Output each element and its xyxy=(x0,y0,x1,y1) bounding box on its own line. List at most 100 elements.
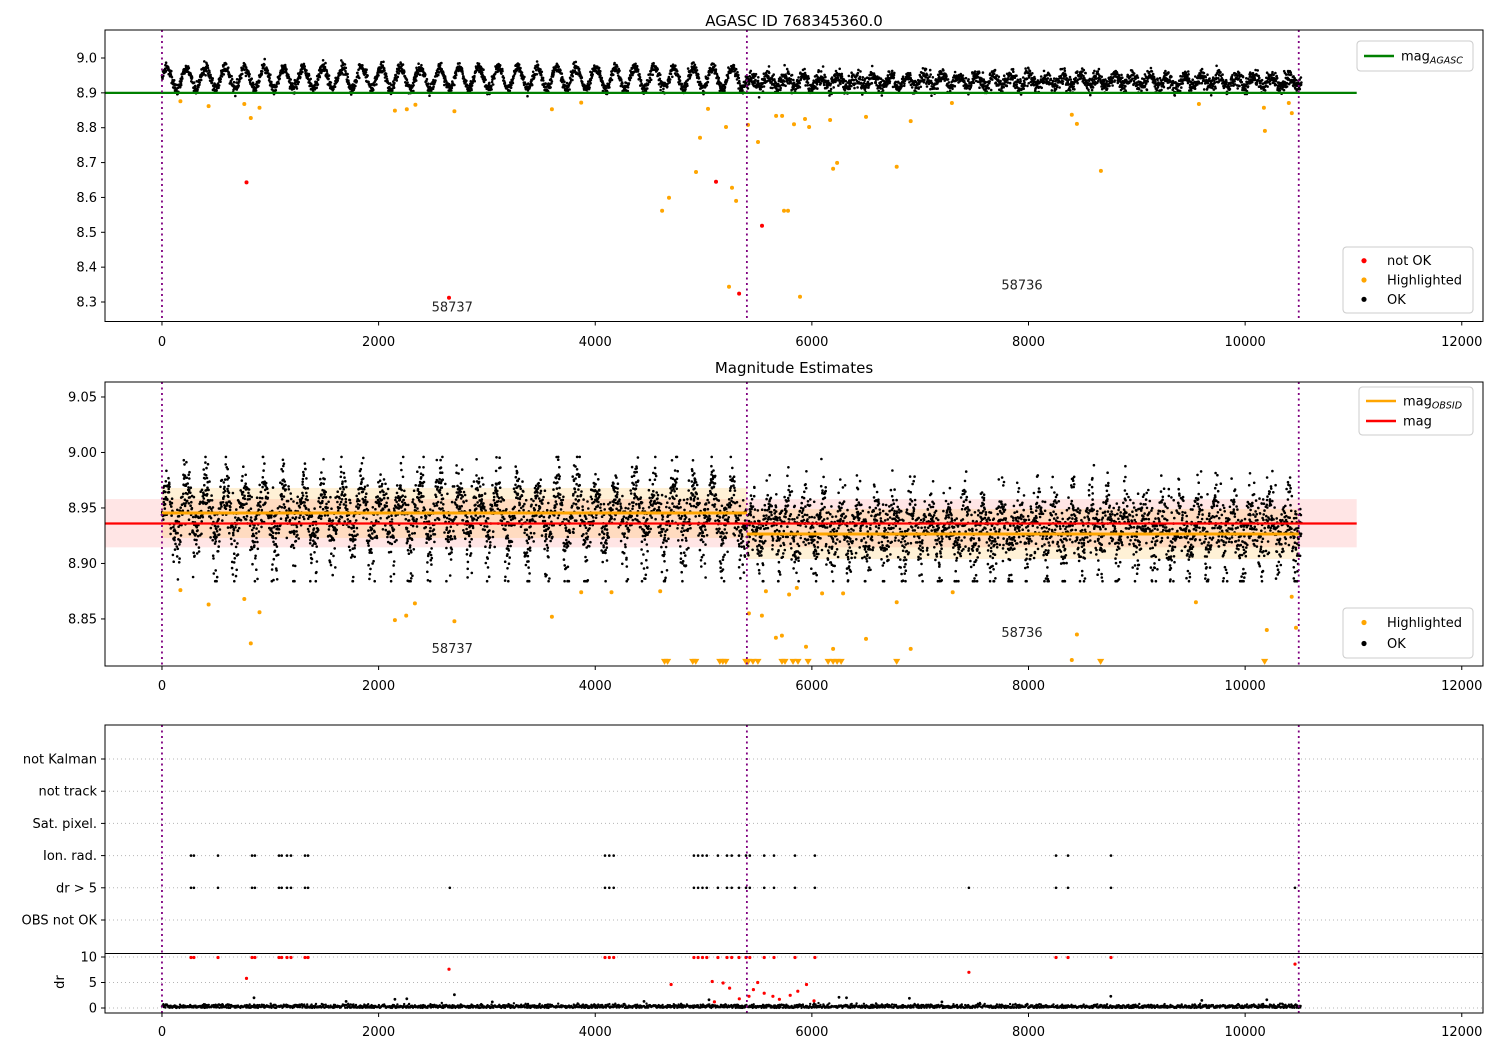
y-tick-label: 8.90 xyxy=(68,557,97,572)
axes-spines xyxy=(104,724,1484,1014)
top-chart-title: AGASC ID 768345360.0 xyxy=(705,12,883,30)
x-axis-ticks: 0 2000 4000 6000 8000 10000 12000 xyxy=(158,1013,1482,1040)
x-tick-label: 6000 xyxy=(795,335,828,350)
flag-category-label: not track xyxy=(38,785,97,800)
x-tick-label: 10000 xyxy=(1224,679,1265,694)
legend-label: magOBSID xyxy=(1403,395,1462,412)
x-tick-label: 0 xyxy=(158,1025,166,1040)
dr-spike-scatter xyxy=(252,993,1269,1004)
grid-lines xyxy=(105,758,1483,1009)
obsid-annotation: 58736 xyxy=(1001,626,1042,641)
legend-label: OK xyxy=(1387,637,1406,652)
x-axis-ticks: 0 2000 4000 6000 8000 10000 12000 xyxy=(158,666,1482,694)
x-tick-label: 0 xyxy=(158,679,166,694)
ok-scatter-1 xyxy=(160,57,749,98)
legend-marker-sample xyxy=(1361,277,1367,283)
x-tick-label: 10000 xyxy=(1224,1025,1265,1040)
down-triangle-marker xyxy=(837,658,845,665)
down-triangle-marker xyxy=(824,658,832,665)
x-tick-label: 6000 xyxy=(795,1025,828,1040)
dr-axis-label: dr xyxy=(53,975,68,989)
legend-label: Highlighted xyxy=(1387,274,1462,289)
y-axis-ticks: 9.05 9.00 8.95 8.90 8.85 xyxy=(68,390,105,627)
top-chart: 58737 58736 0 2000 4000 6000 8000 10000 12000 9.0… xyxy=(76,29,1484,350)
down-triangle-marker xyxy=(1097,658,1105,665)
legend-marker-sample xyxy=(1361,619,1367,626)
legend-marker-sample xyxy=(1361,640,1367,647)
legend-label: OK xyxy=(1387,293,1406,308)
legend-box xyxy=(1356,40,1474,72)
legend: magOBSID mag xyxy=(1358,386,1474,436)
flag-category-label: Sat. pixel. xyxy=(33,817,97,832)
x-axis-ticks: 0 2000 4000 6000 8000 10000 12000 xyxy=(158,321,1482,350)
legend-label: magAGASC xyxy=(1401,50,1463,67)
y-tick-label: 8.95 xyxy=(68,501,97,516)
y-tick-label: 8.7 xyxy=(76,156,97,171)
y-tick-label: 8.4 xyxy=(76,261,97,276)
legend-box xyxy=(1342,607,1474,659)
y-axis-ticks: not Kalman not track Sat. pixel. Ion. rad. d… xyxy=(22,753,105,1017)
highlighted-scatter xyxy=(178,585,1299,662)
y-tick-label: 8.85 xyxy=(68,612,97,627)
y-tick-label: 8.6 xyxy=(76,191,97,206)
legend-label: not OK xyxy=(1387,254,1432,269)
obsid-annotation: 58736 xyxy=(1001,278,1042,293)
x-tick-label: 12000 xyxy=(1441,1025,1482,1040)
x-tick-label: 12000 xyxy=(1441,679,1482,694)
down-triangle-marker xyxy=(722,658,730,665)
x-tick-label: 2000 xyxy=(362,679,395,694)
legend-marker-sample xyxy=(1361,296,1367,302)
x-tick-label: 2000 xyxy=(362,1025,395,1040)
middle-chart-title: Magnitude Estimates xyxy=(714,359,874,377)
y-tick-label: 8.5 xyxy=(76,226,97,241)
y-tick-label: 9.0 xyxy=(76,51,97,66)
obsid-annotation: 58737 xyxy=(432,300,473,315)
x-tick-label: 8000 xyxy=(1012,1025,1045,1040)
x-tick-label: 6000 xyxy=(795,679,828,694)
flag-category-label: OBS not OK xyxy=(22,914,98,929)
legend: not OK Highlighted OK xyxy=(1342,246,1474,314)
x-tick-label: 10000 xyxy=(1224,335,1265,350)
legend-label: mag xyxy=(1403,415,1432,430)
x-tick-label: 8000 xyxy=(1012,335,1045,350)
y-tick-label: 8.8 xyxy=(76,121,97,136)
x-tick-label: 4000 xyxy=(579,335,612,350)
x-tick-label: 12000 xyxy=(1441,335,1482,350)
below-range-markers xyxy=(660,658,1269,665)
obsid-annotation: 58737 xyxy=(432,642,473,657)
legend-box xyxy=(1358,386,1474,436)
legend-label: Highlighted xyxy=(1387,616,1462,631)
dr-baseline-scatter xyxy=(160,1001,1302,1010)
axes-spines xyxy=(104,29,1484,322)
legend: Highlighted OK xyxy=(1342,607,1474,659)
flag-category-label: dr > 5 xyxy=(56,881,97,896)
axes-spines xyxy=(104,381,1484,667)
down-triangle-marker xyxy=(663,658,672,665)
x-tick-label: 4000 xyxy=(579,1025,612,1040)
y-tick-label: 8.9 xyxy=(76,86,97,101)
not-ok-scatter xyxy=(244,179,765,300)
down-triangle-marker xyxy=(749,658,757,665)
y-axis-ticks: 9.0 8.9 8.8 8.7 8.6 8.5 8.4 8.3 xyxy=(76,51,105,311)
down-triangle-marker xyxy=(692,658,700,665)
legend-marker-sample xyxy=(1361,258,1367,264)
x-tick-label: 8000 xyxy=(1012,679,1045,694)
dr-not-ok-scatter xyxy=(244,962,1297,1004)
dr-tick-label: 5 xyxy=(89,976,97,991)
down-triangle-marker xyxy=(893,658,901,665)
y-tick-label: 9.00 xyxy=(68,446,97,461)
down-triangle-marker xyxy=(744,658,752,665)
legend: magAGASC xyxy=(1356,40,1474,72)
flag-category-label: not Kalman xyxy=(23,753,97,768)
flag-category-label: Ion. rad. xyxy=(43,849,97,864)
down-triangle-marker xyxy=(804,658,812,665)
y-tick-label: 9.05 xyxy=(68,390,97,405)
down-triangle-marker xyxy=(1261,658,1269,665)
x-tick-label: 2000 xyxy=(362,335,395,350)
dr-tick-label: 10 xyxy=(80,951,97,966)
middle-chart: 58737 58736 0 2000 4000 6000 8000 10000 12000 9.0… xyxy=(68,381,1484,694)
x-tick-label: 4000 xyxy=(579,679,612,694)
